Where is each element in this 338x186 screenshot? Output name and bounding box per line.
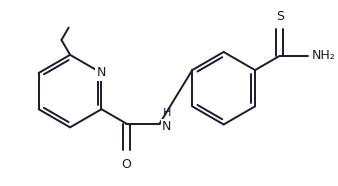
Text: NH₂: NH₂ [311, 49, 335, 62]
Text: S: S [276, 10, 284, 23]
Text: H: H [163, 108, 171, 118]
Text: O: O [121, 158, 131, 171]
Text: N: N [162, 120, 171, 133]
Text: N: N [97, 66, 106, 79]
